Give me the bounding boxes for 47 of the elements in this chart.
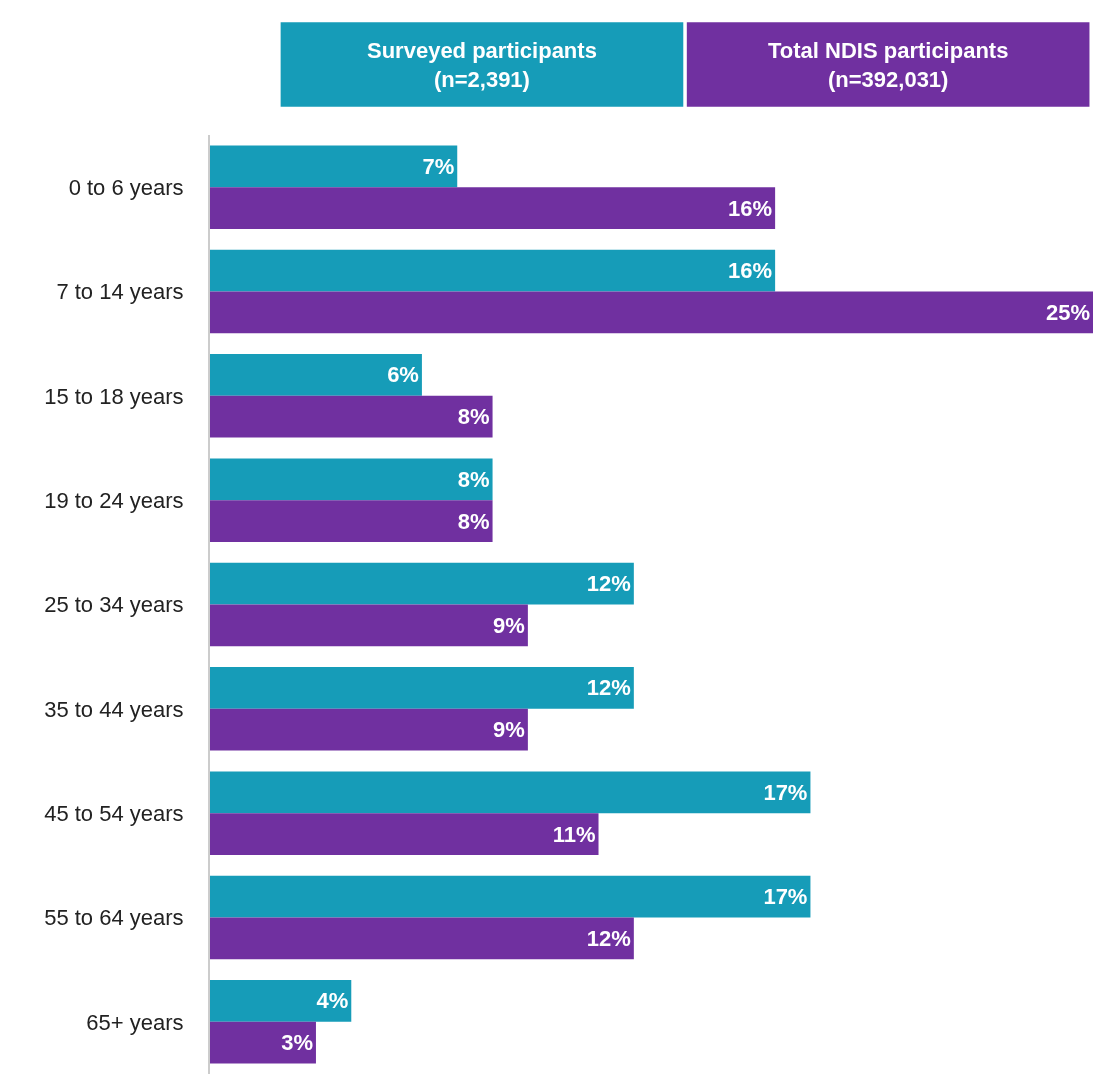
- y-tick-label: 15 to 18 years: [44, 383, 184, 409]
- data-label: 9%: [493, 612, 525, 638]
- data-label: 6%: [387, 362, 419, 388]
- bar: [210, 500, 493, 542]
- bar: [210, 458, 493, 501]
- bar: [210, 1021, 316, 1064]
- bar: [210, 980, 352, 1022]
- y-tick-label: 7 to 14 years: [56, 279, 184, 305]
- y-tick-label: 55 to 64 years: [44, 905, 184, 931]
- bar: [210, 291, 1093, 334]
- bar: [210, 187, 776, 229]
- data-label: 9%: [493, 717, 525, 743]
- y-tick-label: 19 to 24 years: [44, 487, 184, 513]
- bar: [210, 249, 776, 292]
- bar: [210, 708, 528, 751]
- data-label: 8%: [457, 466, 490, 492]
- data-label: 25%: [1045, 299, 1090, 325]
- data-label: 8%: [457, 508, 490, 534]
- data-label: 12%: [586, 675, 631, 701]
- data-label: 16%: [728, 258, 773, 284]
- bar: [210, 771, 811, 814]
- y-tick-label: 25 to 34 years: [44, 592, 184, 618]
- data-label: 4%: [316, 988, 349, 1014]
- bar: [210, 813, 599, 855]
- data-label: 11%: [552, 821, 596, 847]
- data-label: 12%: [586, 925, 631, 951]
- bar: [210, 875, 811, 918]
- data-label: 17%: [763, 779, 808, 805]
- text: Surveyed participants (n=2,391): [367, 38, 597, 92]
- text: Total NDIS participants (n=392,031): [768, 38, 1009, 92]
- bar: [210, 354, 422, 396]
- bar: [210, 395, 493, 438]
- data-label: 12%: [586, 571, 631, 597]
- data-label: 3%: [281, 1030, 313, 1056]
- bar: [210, 562, 634, 605]
- data-label: 8%: [457, 404, 490, 430]
- bar: [210, 604, 528, 647]
- data-label: 17%: [763, 884, 808, 910]
- data-label: 7%: [422, 153, 455, 179]
- bar: [210, 667, 634, 709]
- y-tick-label: 35 to 44 years: [44, 696, 184, 722]
- y-tick-label: 45 to 54 years: [44, 800, 184, 826]
- y-tick-label: 0 to 6 years: [68, 174, 184, 200]
- data-label: 16%: [728, 195, 773, 221]
- y-tick-label: 65+ years: [86, 1009, 184, 1035]
- bar: [210, 145, 458, 188]
- bar: [210, 917, 634, 960]
